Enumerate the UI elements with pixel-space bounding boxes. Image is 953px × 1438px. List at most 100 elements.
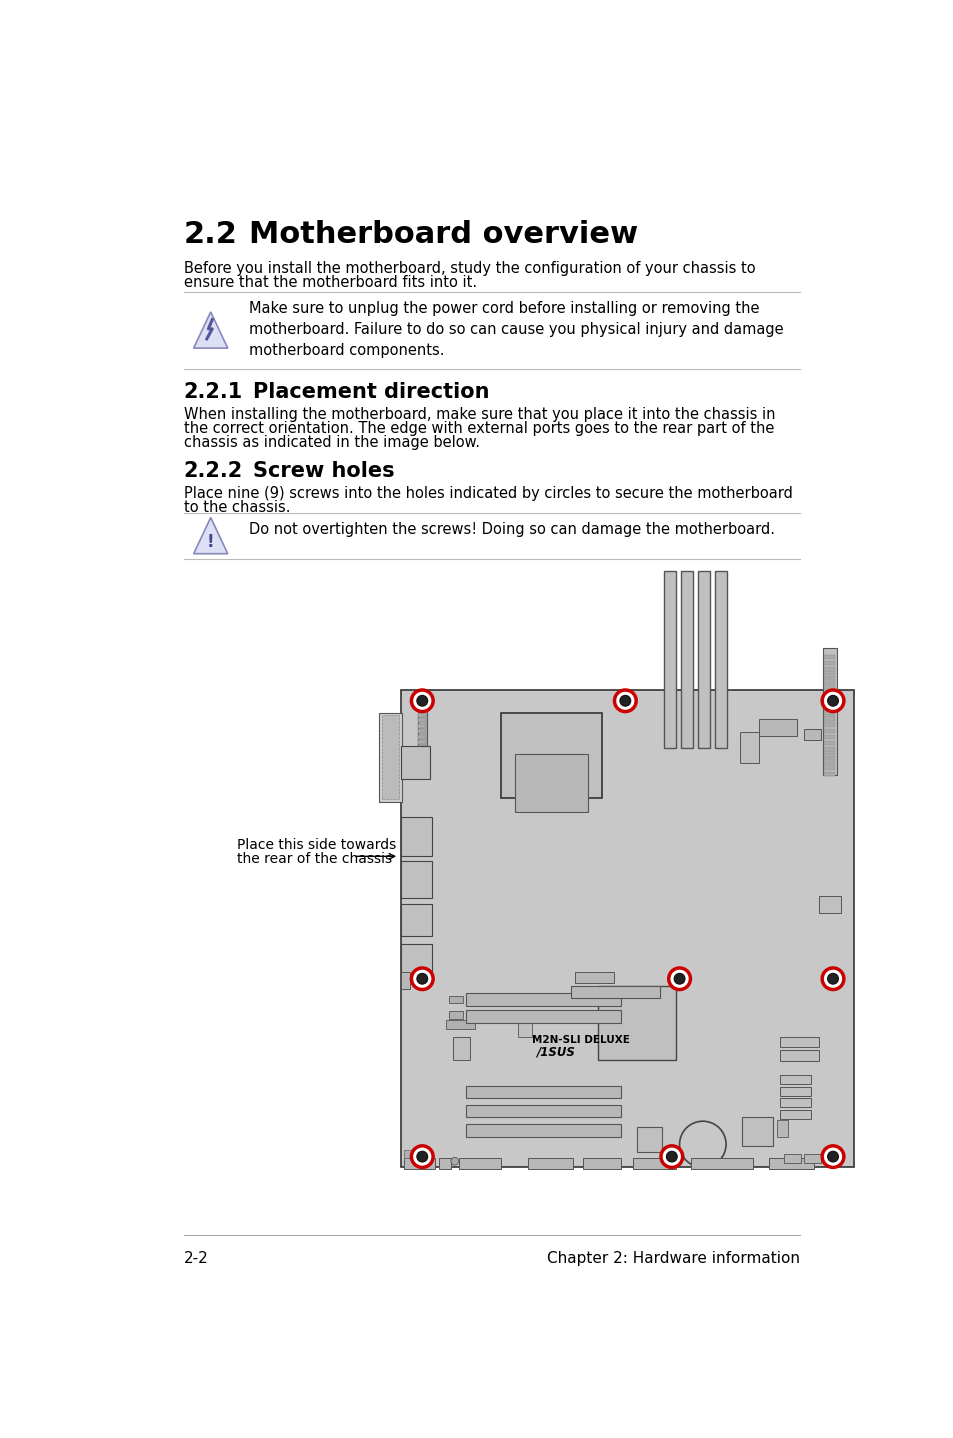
Bar bbox=[822, 692, 834, 696]
Bar bbox=[680, 571, 692, 748]
Bar bbox=[691, 1158, 753, 1169]
Bar bbox=[780, 1110, 810, 1119]
Text: 2.2: 2.2 bbox=[183, 220, 237, 249]
Bar bbox=[822, 746, 834, 752]
Text: /1SUS: /1SUS bbox=[536, 1045, 575, 1058]
Text: Place nine (9) screws into the holes indicated by circles to secure the motherbo: Place nine (9) screws into the holes ind… bbox=[183, 486, 792, 500]
Text: Chapter 2: Hardware information: Chapter 2: Hardware information bbox=[546, 1251, 799, 1265]
Bar bbox=[780, 1099, 810, 1107]
Text: 2.2.1: 2.2.1 bbox=[183, 383, 243, 403]
Bar bbox=[822, 697, 834, 702]
Bar bbox=[448, 1011, 462, 1018]
Text: !: ! bbox=[207, 533, 214, 551]
Text: Make sure to unplug the power cord before installing or removing the
motherboard: Make sure to unplug the power cord befor… bbox=[249, 301, 783, 358]
Text: chassis as indicated in the image below.: chassis as indicated in the image below. bbox=[183, 436, 479, 450]
Bar bbox=[822, 716, 834, 720]
Bar bbox=[466, 1104, 620, 1117]
Text: to the chassis.: to the chassis. bbox=[183, 500, 290, 515]
Bar bbox=[780, 1087, 810, 1096]
Text: the correct orientation. The edge with external ports goes to the rear part of t: the correct orientation. The edge with e… bbox=[183, 421, 773, 436]
Bar bbox=[418, 702, 426, 706]
Bar bbox=[466, 1011, 620, 1022]
Bar bbox=[400, 861, 431, 897]
Text: ensure that the motherboard fits into it.: ensure that the motherboard fits into it… bbox=[183, 275, 476, 290]
Bar bbox=[418, 745, 426, 749]
Bar bbox=[780, 1037, 819, 1047]
Bar bbox=[466, 994, 620, 1005]
Bar bbox=[378, 713, 402, 801]
Text: the rear of the chassis: the rear of the chassis bbox=[236, 851, 392, 866]
Circle shape bbox=[821, 968, 843, 989]
Bar bbox=[822, 754, 834, 758]
Bar bbox=[783, 1153, 801, 1163]
Circle shape bbox=[411, 690, 433, 712]
Bar bbox=[822, 679, 834, 684]
Text: 2.2.2: 2.2.2 bbox=[183, 460, 243, 480]
Circle shape bbox=[674, 974, 684, 984]
Bar bbox=[439, 1158, 451, 1169]
Bar bbox=[400, 905, 431, 936]
Circle shape bbox=[660, 1146, 682, 1168]
Bar bbox=[698, 571, 709, 748]
Bar bbox=[822, 686, 834, 690]
Bar bbox=[780, 1050, 819, 1061]
Bar bbox=[822, 654, 834, 659]
Bar bbox=[663, 571, 675, 748]
Text: Do not overtighten the screws! Doing so can damage the motherboard.: Do not overtighten the screws! Doing so … bbox=[249, 522, 775, 538]
Bar bbox=[418, 729, 426, 733]
Bar bbox=[740, 732, 759, 764]
Bar bbox=[466, 1086, 620, 1099]
Bar bbox=[404, 1150, 414, 1158]
Circle shape bbox=[416, 974, 427, 984]
Bar bbox=[822, 722, 834, 728]
Bar bbox=[400, 746, 430, 778]
Bar bbox=[400, 690, 853, 1168]
Bar bbox=[528, 1158, 573, 1169]
Circle shape bbox=[827, 1152, 838, 1162]
Bar bbox=[822, 765, 834, 771]
Bar bbox=[822, 772, 834, 777]
Bar bbox=[400, 945, 431, 974]
Text: Place this side towards: Place this side towards bbox=[236, 838, 395, 851]
Circle shape bbox=[411, 968, 433, 989]
Bar bbox=[445, 1020, 475, 1028]
Bar bbox=[740, 1116, 772, 1146]
Bar bbox=[466, 1125, 620, 1136]
Text: When installing the motherboard, make sure that you place it into the chassis in: When installing the motherboard, make su… bbox=[183, 407, 774, 423]
Circle shape bbox=[821, 1146, 843, 1168]
Polygon shape bbox=[193, 312, 228, 348]
Bar bbox=[822, 741, 834, 745]
Bar bbox=[819, 896, 840, 913]
Circle shape bbox=[416, 696, 427, 706]
Bar bbox=[822, 703, 834, 709]
Circle shape bbox=[821, 690, 843, 712]
Bar bbox=[575, 972, 613, 982]
Bar bbox=[598, 986, 675, 1060]
Bar bbox=[802, 729, 820, 741]
Text: Before you install the motherboard, study the configuration of your chassis to: Before you install the motherboard, stud… bbox=[183, 262, 755, 276]
Bar bbox=[768, 1158, 813, 1169]
Text: Placement direction: Placement direction bbox=[253, 383, 489, 403]
Circle shape bbox=[411, 1146, 433, 1168]
Bar bbox=[822, 667, 834, 672]
Bar bbox=[404, 1158, 435, 1169]
Bar bbox=[517, 1017, 532, 1037]
Bar bbox=[418, 707, 426, 712]
Bar bbox=[822, 647, 836, 775]
Bar bbox=[822, 710, 834, 715]
Bar bbox=[822, 673, 834, 677]
Circle shape bbox=[666, 1152, 677, 1162]
Bar bbox=[715, 571, 726, 748]
Bar bbox=[500, 713, 601, 798]
Bar bbox=[822, 759, 834, 764]
Bar bbox=[418, 713, 426, 718]
Bar bbox=[780, 1076, 810, 1084]
Bar bbox=[822, 660, 834, 666]
Text: Screw holes: Screw holes bbox=[253, 460, 395, 480]
Bar bbox=[418, 723, 426, 728]
Bar bbox=[453, 1037, 470, 1060]
Bar bbox=[802, 1153, 820, 1163]
Bar bbox=[417, 695, 427, 748]
Bar bbox=[582, 1158, 620, 1169]
Circle shape bbox=[416, 1152, 427, 1162]
